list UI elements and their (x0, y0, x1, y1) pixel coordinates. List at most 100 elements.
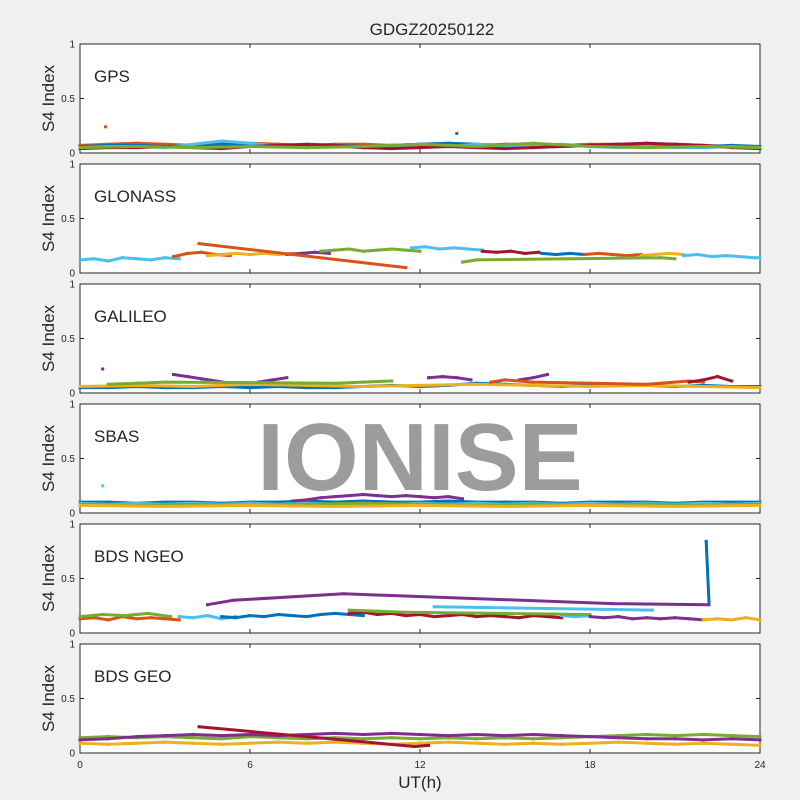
panel-label: GALILEO (94, 307, 167, 326)
series-4 (78, 503, 762, 508)
data-point (602, 616, 606, 620)
data-point (172, 255, 175, 259)
data-point (523, 251, 527, 255)
data-point (418, 733, 422, 736)
series-10 (682, 253, 762, 260)
data-point (503, 742, 507, 746)
data-point (469, 378, 473, 382)
data-point (418, 737, 422, 741)
panel-sbas: 0 0.5 1 S4 Index SBAS (39, 400, 762, 520)
data-point (135, 141, 139, 145)
data-point (441, 375, 445, 379)
data-point (191, 736, 195, 740)
data-point (475, 145, 479, 148)
y-tick-label: 1 (69, 40, 75, 51)
data-point (650, 608, 654, 612)
data-point (531, 380, 535, 384)
data-point (163, 734, 167, 738)
data-point (495, 250, 498, 254)
data-point (517, 616, 521, 620)
data-point (531, 146, 535, 150)
y-axis-label: S4 Index (39, 304, 58, 372)
data-point (186, 375, 190, 379)
data-point (104, 125, 107, 129)
data-point (531, 376, 535, 380)
data-point (220, 737, 224, 741)
data-point (752, 256, 756, 260)
data-point (333, 248, 337, 252)
data-point (588, 145, 592, 148)
data-point (123, 614, 127, 618)
data-point (724, 254, 728, 258)
data-point (588, 613, 592, 616)
series-5 (101, 484, 105, 488)
series-line (687, 375, 734, 384)
data-point (347, 611, 351, 615)
series-6 (455, 131, 459, 135)
data-point (305, 386, 309, 390)
data-point (276, 613, 280, 616)
data-point (432, 496, 436, 500)
data-point (701, 501, 705, 505)
data-point (560, 742, 564, 746)
data-point (305, 615, 309, 619)
data-point (659, 617, 663, 621)
data-point (390, 500, 394, 504)
data-point (106, 386, 110, 390)
y-tick-label: 1 (69, 160, 75, 171)
y-tick-label: 0.5 (61, 454, 75, 465)
data-point (503, 734, 507, 738)
data-point (291, 499, 294, 503)
data-point (135, 735, 139, 739)
data-point (446, 734, 450, 738)
data-point (531, 733, 535, 736)
data-point (248, 386, 252, 390)
data-point (475, 737, 479, 741)
data-point (687, 380, 691, 384)
data-point (758, 743, 762, 747)
data-point (163, 142, 167, 146)
panel-bds-ngeo: 0 0.5 1 S4 Index BDS NGEO (39, 520, 762, 640)
data-point (177, 257, 181, 261)
data-point (588, 385, 592, 388)
y-tick-label: 0 (69, 509, 75, 520)
series-line (197, 242, 408, 270)
data-point (758, 738, 762, 742)
y-tick-label: 1 (69, 280, 75, 291)
data-point (376, 494, 379, 498)
data-point (313, 250, 317, 254)
series-8 (701, 616, 762, 622)
series-11 (461, 256, 677, 264)
data-point (271, 378, 275, 382)
data-point (560, 616, 564, 620)
series-6 (347, 608, 592, 616)
data-point (390, 247, 394, 251)
data-point (191, 385, 195, 388)
data-point (673, 737, 677, 741)
data-point (730, 379, 734, 383)
data-point (191, 741, 195, 745)
data-point (327, 251, 331, 255)
data-point (191, 502, 195, 506)
data-point (446, 141, 450, 145)
data-point (197, 725, 201, 729)
series-9 (206, 592, 711, 607)
data-point (361, 610, 365, 614)
data-point (568, 251, 572, 255)
series-8 (687, 375, 734, 384)
data-point (220, 253, 224, 256)
data-point (404, 494, 408, 498)
data-point (404, 614, 408, 618)
data-point (276, 740, 280, 744)
data-point (452, 246, 456, 250)
series-line (78, 615, 181, 622)
data-point (432, 615, 436, 619)
y-tick-label: 0.5 (61, 694, 75, 705)
series-line (432, 605, 654, 612)
data-point (92, 616, 96, 620)
data-point (489, 380, 493, 384)
panel-galileo: 0 0.5 1 S4 Index GALILEO (39, 280, 762, 400)
data-point (220, 615, 224, 619)
data-point (475, 382, 479, 386)
data-point (730, 500, 734, 504)
